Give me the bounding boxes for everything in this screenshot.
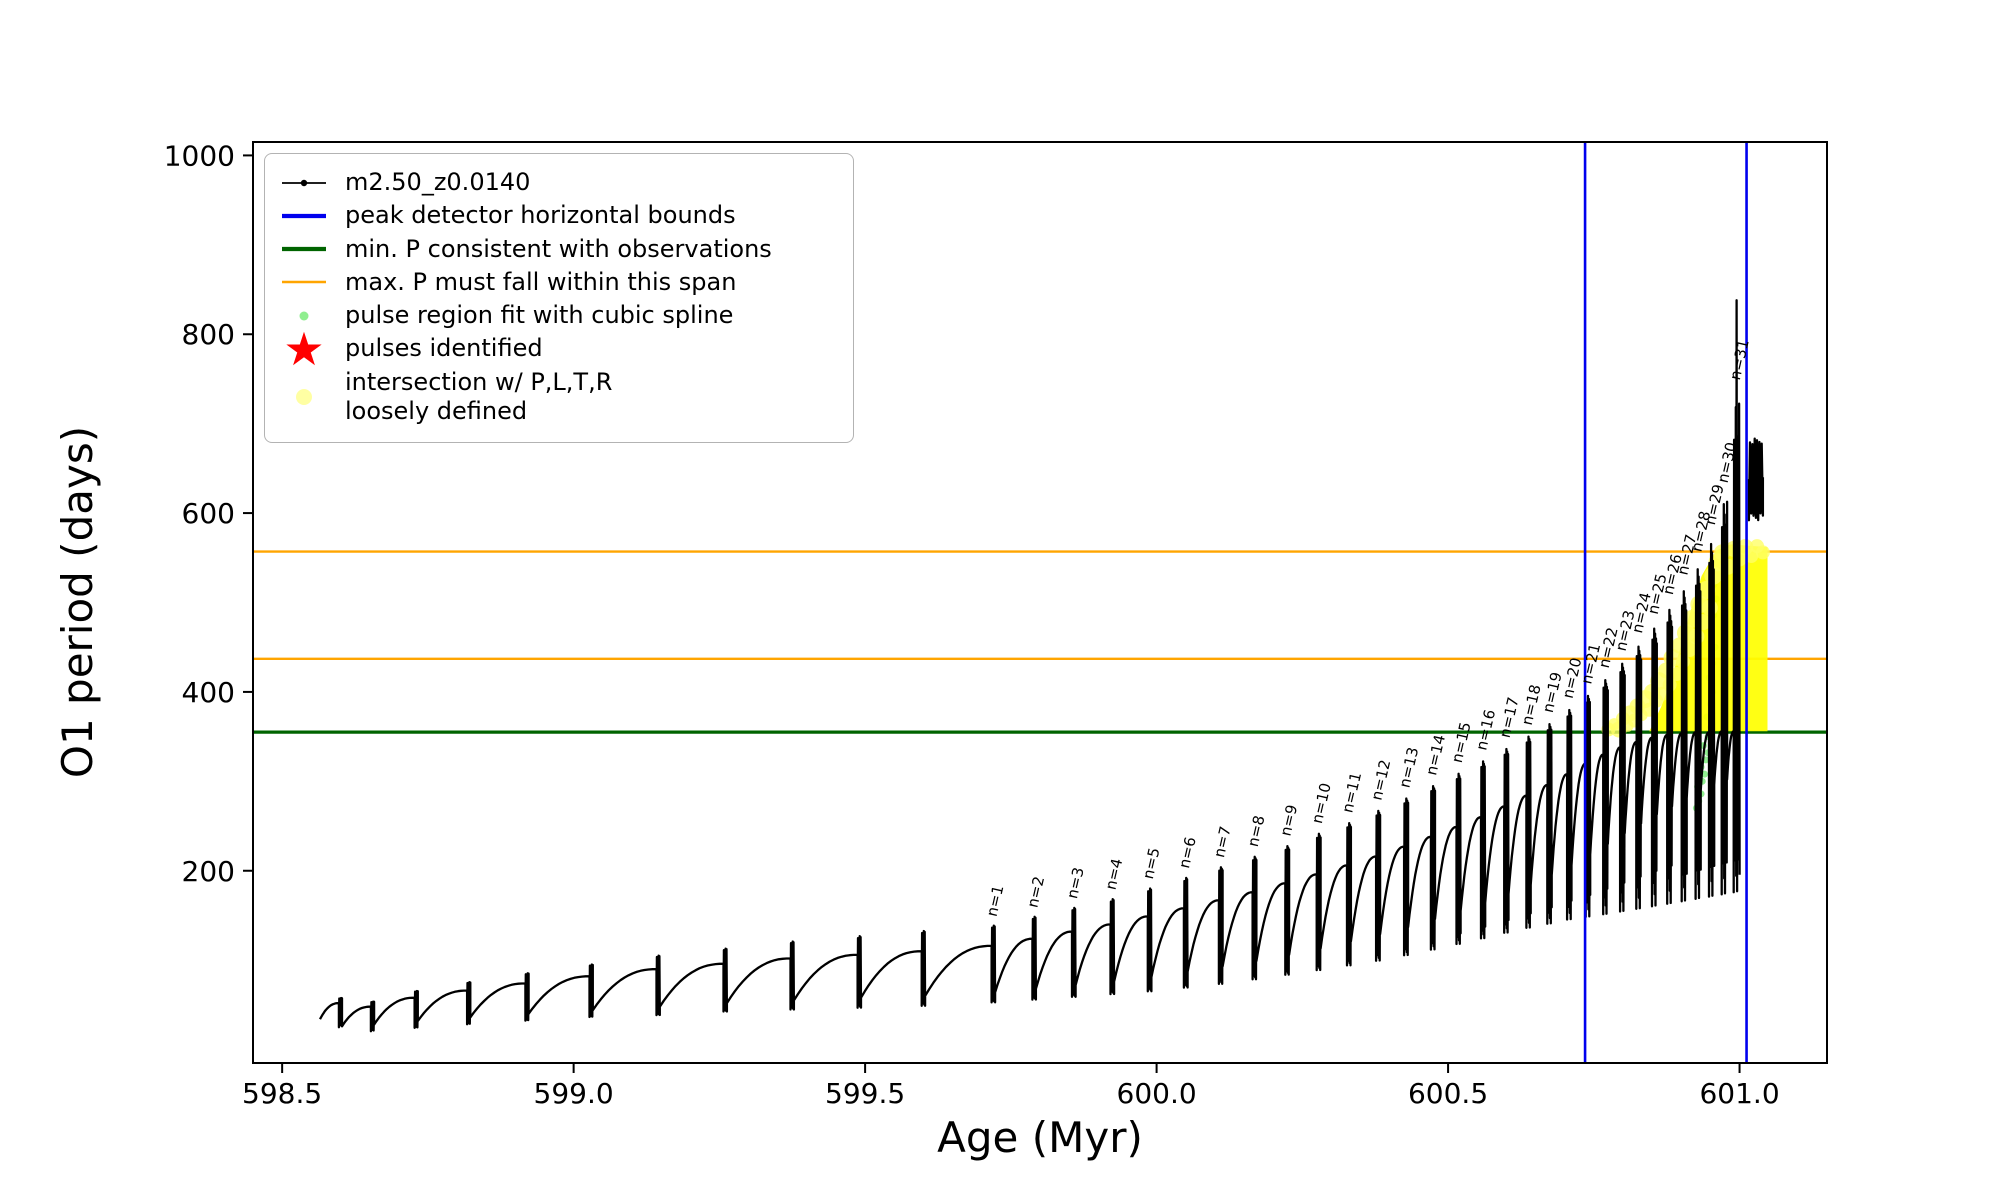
legend-item-label: peak detector horizontal bounds	[345, 201, 736, 230]
x-tick-label: 600.5	[1408, 1077, 1488, 1110]
legend-item: min. P consistent with observations	[277, 235, 837, 264]
pulse-label: n=16	[1472, 708, 1499, 752]
pulse-label: n=2	[1024, 874, 1049, 909]
legend-item-label: pulses identified	[345, 334, 543, 363]
series-curve	[318, 299, 1765, 1033]
y-tick-label: 600	[182, 497, 235, 530]
legend-item-label: max. P must fall within this span	[345, 267, 737, 296]
x-tick-label: 599.0	[534, 1077, 614, 1110]
y-tick-label: 800	[182, 318, 235, 351]
x-tick-label: 599.5	[825, 1077, 905, 1110]
legend-item-label: m2.50_z0.0140	[345, 168, 531, 196]
pulse-label: n=11	[1338, 770, 1365, 814]
orange-line-icon	[277, 268, 331, 296]
legend-item-label: min. P consistent with observations	[345, 234, 772, 263]
pulse-label: n=14	[1422, 733, 1449, 777]
x-tick-label: 601.0	[1699, 1077, 1779, 1110]
pulse-label: n=4	[1102, 857, 1127, 892]
legend-item-label: pulse region fit with cubic spline	[345, 301, 734, 330]
pulse-label: n=5	[1139, 846, 1164, 881]
pulse-label: n=3	[1063, 866, 1088, 901]
x-tick-label: 598.5	[242, 1077, 322, 1110]
star-icon: ★	[277, 321, 331, 376]
pulse-label: n=15	[1448, 720, 1475, 764]
blue-line-icon	[277, 202, 331, 230]
legend-item: max. P must fall within this span	[277, 268, 837, 297]
legend-item: pulse region fit with cubic spline	[277, 301, 837, 330]
series-line-icon	[277, 169, 331, 197]
y-axis-label: O1 period (days)	[53, 426, 102, 778]
pulse-label: n=13	[1395, 745, 1422, 789]
y-tick-label: 400	[182, 676, 235, 709]
y-tick-label: 1000	[164, 139, 235, 172]
pulse-label: n=1	[983, 883, 1008, 918]
y-tick-label: 200	[182, 855, 235, 888]
x-tick-label: 600.0	[1117, 1077, 1197, 1110]
legend-item: peak detector horizontal bounds	[277, 201, 837, 230]
plot-frame	[252, 141, 1828, 1064]
pulse-label: n=6	[1175, 835, 1200, 870]
star-icon: ★	[283, 321, 325, 376]
pulse-label: n=9	[1277, 803, 1302, 838]
x-axis-label: Age (Myr)	[937, 1113, 1143, 1162]
legend-item-label: intersection w/ P,L,T,R loosely defined	[345, 367, 613, 425]
legend-item: m2.50_z0.0140	[277, 168, 837, 197]
pulse-label: n=31	[1726, 338, 1753, 382]
pulse-label: n=12	[1367, 758, 1394, 802]
yellow-dot-icon	[277, 382, 331, 412]
spline-dot-icon	[277, 302, 331, 330]
pulse-label: n=7	[1210, 824, 1235, 859]
legend-item: intersection w/ P,L,T,R loosely defined	[277, 368, 837, 427]
green-line-icon	[277, 235, 331, 263]
intersection-dot	[1755, 545, 1770, 560]
legend-item: ★ pulses identified	[277, 321, 837, 376]
pulse-label: n=8	[1244, 814, 1269, 849]
pulse-label: n=10	[1308, 781, 1335, 825]
